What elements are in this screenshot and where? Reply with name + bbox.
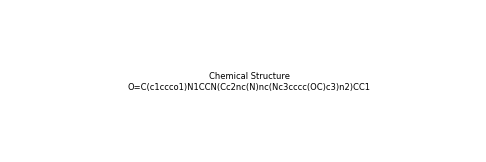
Text: Chemical Structure
O=C(c1ccco1)N1CCN(Cc2nc(N)nc(Nc3cccc(OC)c3)n2)CC1: Chemical Structure O=C(c1ccco1)N1CCN(Cc2… (128, 72, 370, 92)
